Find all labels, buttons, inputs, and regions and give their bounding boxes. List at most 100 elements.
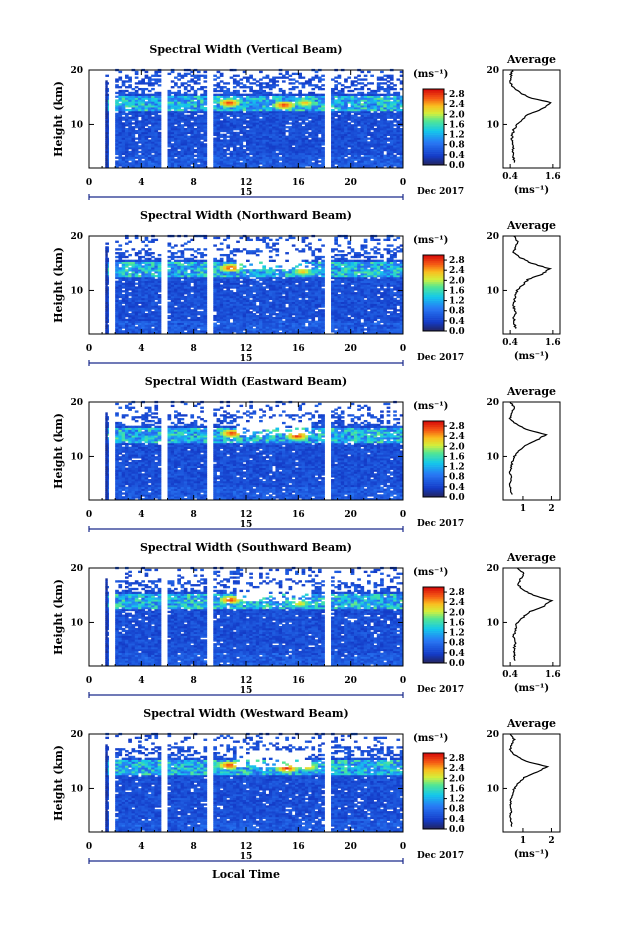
heatmap-cell — [370, 131, 374, 135]
heatmap-cell — [157, 156, 162, 159]
heatmap-cell — [154, 103, 159, 106]
heatmap-cell — [147, 248, 152, 251]
heatmap-cell — [213, 148, 217, 152]
heatmap-cell — [151, 74, 155, 77]
heatmap-cell — [154, 107, 159, 110]
heatmap-cell — [193, 122, 198, 125]
heatmap-cell — [154, 143, 159, 146]
heatmap-cell — [180, 101, 185, 104]
heatmap-cell — [216, 248, 221, 251]
heatmap-cell — [187, 101, 191, 104]
heatmap-cell — [118, 160, 123, 163]
heatmap-cell — [167, 93, 172, 96]
heatmap-cell — [187, 158, 191, 161]
heatmap-cell — [232, 78, 237, 81]
heatmap-cell — [196, 105, 201, 108]
heatmap-cell — [154, 127, 159, 131]
heatmap-cell — [226, 87, 231, 91]
heatmap-cell — [187, 122, 191, 125]
heatmap-cell — [196, 158, 201, 161]
heatmap-cell — [190, 143, 195, 146]
heatmap-cell — [115, 105, 119, 108]
heatmap-cell — [167, 116, 172, 119]
heatmap-cell — [134, 95, 139, 98]
heatmap-cell — [141, 135, 145, 138]
heatmap-cell — [134, 110, 139, 114]
heatmap-cell — [134, 143, 139, 146]
heatmap-cell — [311, 76, 316, 79]
heatmap-cell — [183, 127, 188, 131]
heatmap-cell — [183, 116, 188, 119]
heatmap-cell — [213, 108, 217, 112]
heatmap-cell — [151, 116, 155, 119]
heatmap-cell — [187, 257, 191, 261]
heatmap-cell — [236, 118, 240, 121]
heatmap-cell — [190, 129, 195, 133]
heatmap-cell — [170, 126, 175, 129]
heatmap-cell — [167, 112, 172, 116]
heatmap-cell — [229, 118, 234, 121]
heatmap-cell — [154, 145, 159, 148]
heatmap-cell — [151, 141, 155, 144]
heatmap-cell — [147, 82, 152, 85]
heatmap-cell — [134, 154, 139, 157]
heatmap-cell — [213, 93, 217, 96]
heatmap-cell — [187, 147, 191, 150]
heatmap-cell — [193, 143, 198, 146]
heatmap-cell — [174, 307, 178, 310]
heatmap-cell — [242, 93, 247, 96]
heatmap-cell — [367, 87, 371, 91]
heatmap-cell — [183, 122, 188, 125]
heatmap-cell — [216, 70, 221, 74]
heatmap-cell — [340, 87, 345, 91]
heatmap-cell — [187, 166, 191, 169]
heatmap-cell — [203, 143, 208, 146]
heatmap-cell — [174, 129, 178, 133]
heatmap-cell — [193, 112, 198, 116]
heatmap-cell — [246, 76, 250, 79]
heatmap-cell — [177, 89, 181, 93]
heatmap-cell — [131, 91, 136, 95]
heatmap-cell — [105, 80, 108, 83]
heatmap-cell — [196, 137, 201, 140]
heatmap-cell — [203, 126, 208, 129]
heatmap-cell — [124, 135, 129, 138]
heatmap-cell — [170, 105, 175, 108]
heatmap-cell — [147, 76, 152, 79]
heatmap-cell — [337, 82, 342, 85]
heatmap-cell — [124, 148, 129, 152]
heatmap-cell — [134, 70, 139, 74]
heatmap-cell — [196, 95, 201, 98]
heatmap-cell — [115, 84, 119, 87]
heatmap-cell — [115, 135, 119, 138]
heatmap-cell — [170, 135, 175, 138]
heatmap-cell — [154, 166, 159, 169]
heatmap-cell — [380, 76, 384, 79]
heatmap-cell — [144, 236, 149, 240]
heatmap-cell — [124, 101, 129, 104]
heatmap-cell — [196, 156, 201, 159]
heatmap-cell — [118, 150, 123, 154]
heatmap-cell — [134, 122, 139, 125]
heatmap-cell — [167, 154, 172, 157]
heatmap-cell — [174, 162, 178, 165]
heatmap-cell — [285, 70, 289, 74]
heatmap-cell — [131, 135, 136, 138]
heatmap-cell — [144, 74, 149, 77]
heatmap-cell — [177, 150, 181, 154]
heatmap-cell — [151, 252, 155, 255]
colorbar-swatch — [423, 98, 444, 101]
heatmap-cell — [134, 326, 139, 329]
heatmap-cell — [376, 82, 381, 85]
heatmap-cell — [121, 110, 126, 114]
heatmap-cell — [177, 122, 181, 125]
heatmap-cell — [131, 164, 136, 167]
heatmap-cell — [121, 95, 126, 98]
heatmap-cell — [167, 269, 172, 272]
heatmap-cell — [321, 147, 325, 150]
heatmap-cell — [138, 156, 142, 159]
heatmap-cell — [200, 152, 204, 156]
heatmap-cell — [177, 112, 181, 116]
heatmap-cell — [147, 240, 152, 243]
